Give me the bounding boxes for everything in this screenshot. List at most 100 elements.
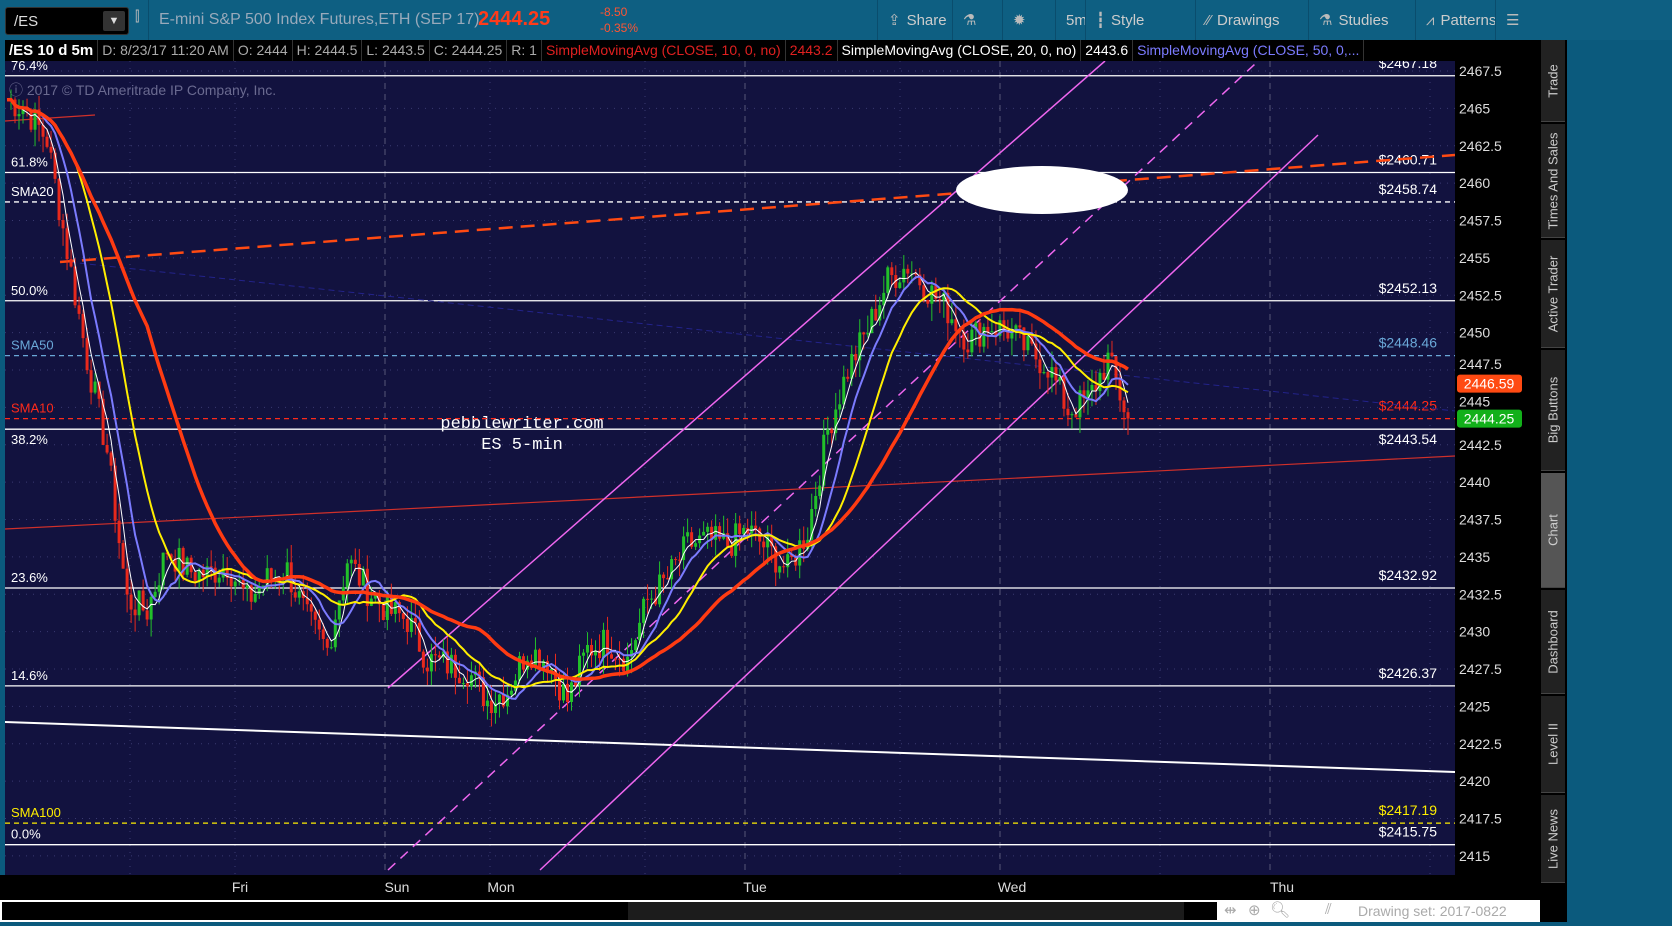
sidebar-tab-times-and-sales[interactable]: Times And Sales [1541,124,1565,238]
candle [1046,372,1050,378]
candle [686,532,690,537]
candle [1042,372,1046,374]
sidebar-tab-trade[interactable]: Trade [1541,40,1565,122]
candle [1110,352,1114,357]
drawing-tool-icon[interactable]: ⫽ [1325,901,1332,918]
candle [469,675,473,687]
level-label: SMA10 [11,401,54,416]
link-icon[interactable]: ⫿ [135,8,140,24]
candle [986,326,990,333]
candle [561,683,565,701]
candle [842,376,846,405]
5m-button[interactable]: 5m [1055,0,1097,40]
crosshair-icon[interactable]: ⊕ [1248,902,1261,919]
price-tick: 2437.5 [1459,512,1502,528]
price-bubble-label: 2444.25 [1464,411,1515,427]
price-tick: 2447.5 [1459,356,1502,372]
candle [926,300,930,304]
candle [381,604,385,621]
toolbar-label: Patterns [1440,11,1497,29]
candle [337,600,341,620]
candle [598,650,602,659]
candle [269,568,273,580]
candle [1074,414,1078,418]
candle [1066,408,1070,416]
candle [906,268,910,274]
patterns-button[interactable]: ⩘ Patterns [1415,0,1506,40]
candle [854,354,858,361]
candle [481,677,485,707]
candle [1002,320,1006,329]
candle [113,465,117,521]
candle [1078,390,1082,418]
gear-button[interactable]: ✹ [1002,0,1036,40]
candle [237,579,241,582]
candle [762,541,766,548]
level-price: $2452.13 [1379,280,1438,296]
candle [1102,372,1106,380]
drawing-set[interactable]: Drawing set: 2017-0822 [1358,903,1507,919]
sidebar-tab-big-buttons[interactable]: Big Buttons [1541,350,1565,471]
candle [610,654,614,659]
price-chart[interactable]: ⓘ 2017 © TD Ameritrade IP Company, Inc. p… [5,61,1455,875]
pan-icon[interactable]: ⇹ [1224,902,1237,919]
sidebar-tab-active-trader[interactable]: Active Trader [1541,240,1565,348]
style-button[interactable]: ┇ Style [1085,0,1154,40]
sma50-label[interactable]: SimpleMovingAvg (CLOSE, 50, 0,... [1133,40,1365,61]
flask-icon: ⚗ [1319,12,1333,29]
time-tick: Thu [1270,879,1294,895]
candle [774,546,778,573]
candle [21,109,25,115]
price-tick: 2420 [1459,773,1490,789]
sma10-label[interactable]: SimpleMovingAvg (CLOSE, 10, 0, no) [542,40,786,61]
drawings-button[interactable]: ⁄⁄ Drawings [1195,0,1290,40]
sma20-label[interactable]: SimpleMovingAvg (CLOSE, 20, 0, no) [838,40,1082,61]
candle [1038,359,1042,374]
candle [738,523,742,535]
candle [313,611,317,620]
candle [169,554,173,559]
horizontal-scrollbar[interactable] [2,902,1217,920]
sidebar-tab-chart[interactable]: Chart [1541,473,1565,588]
sidebar-tab-dashboard[interactable]: Dashboard [1541,590,1565,694]
bar-open: O: 2444 [234,40,293,61]
sma-white-line [6,99,1129,707]
candle [1126,412,1130,419]
share-button[interactable]: ⇪ Share [877,0,957,40]
price-tick: 2445 [1459,393,1490,409]
candle [217,577,221,583]
time-tick: Mon [487,879,514,895]
candle [513,680,517,691]
candle [69,259,73,267]
chevron-down-icon[interactable]: ▼ [103,11,125,31]
studies-button[interactable]: ⚗ Studies [1308,0,1399,40]
candle [846,376,850,379]
price-tick: 2455 [1459,250,1490,266]
candle [790,554,794,558]
bar-date: D: 8/23/17 11:20 AM [98,40,234,61]
candle [602,629,606,659]
candle [954,319,958,332]
candle [93,381,97,393]
candle [1090,384,1094,391]
sidebar-tab-level-ii[interactable]: Level II [1541,696,1565,793]
candle [898,282,902,288]
tab-label: Times And Sales [1545,131,1561,230]
menu-button[interactable]: ☰ [1495,0,1529,40]
flask-button[interactable]: ⚗ [952,0,986,40]
candle [85,338,89,371]
last-price: 2444.25 [478,8,551,30]
price-axis[interactable]: 2467.5 2465 2462.5 2460 2457.5 2455 2452.5 2450… [1455,40,1540,900]
footer-bar: ⇹ ⊕ 🔍︎ ⫽ Drawing set: 2017-0822 [0,900,1540,922]
zoom-icon[interactable]: 🔍︎ [1270,902,1291,919]
time-tick: Wed [998,879,1027,895]
candle [401,613,405,619]
candle [1086,390,1090,399]
candle [97,381,101,399]
candle [65,228,69,260]
scrollbar-thumb[interactable] [628,902,1184,920]
symbol-selector[interactable]: /ES ▼ [5,7,129,35]
candle [29,109,33,130]
candle [822,434,826,486]
sidebar-tab-live-news[interactable]: Live News [1541,795,1565,883]
